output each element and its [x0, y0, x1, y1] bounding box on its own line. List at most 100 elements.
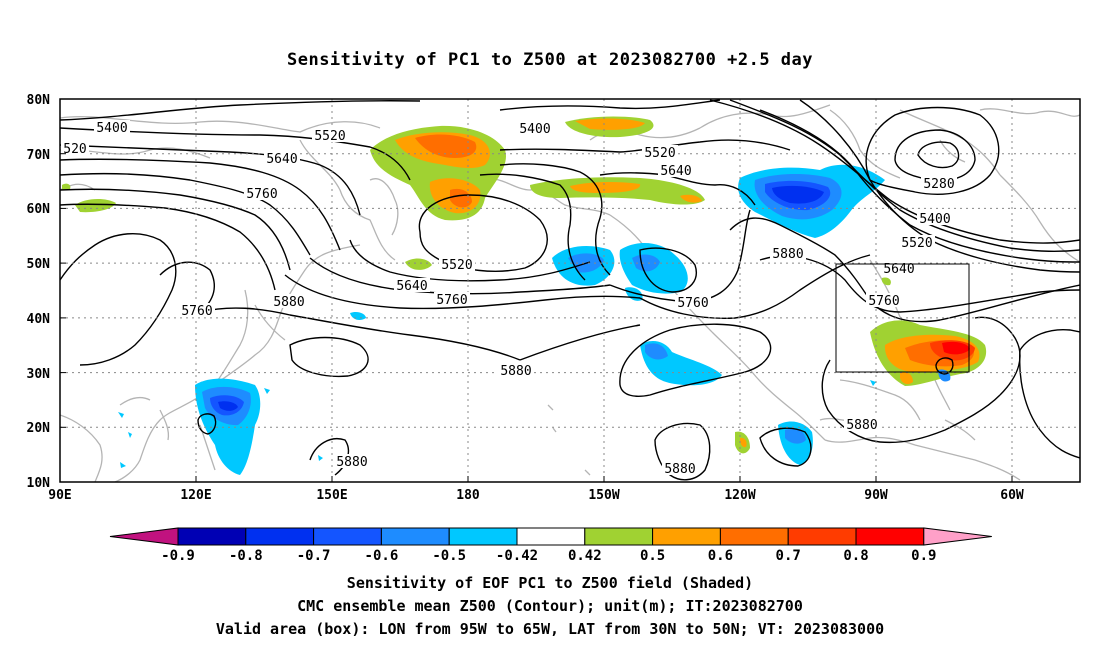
contour-label-bg [498, 363, 534, 377]
colorbar-segment [584, 527, 654, 546]
contour-label: 5880 [664, 462, 695, 477]
contour-label: 5880 [846, 418, 877, 433]
contour-label: 5640 [660, 164, 691, 179]
contour-label: 5520 [314, 129, 345, 144]
colorbar-tick-label: -0.9 [161, 548, 195, 564]
contour-label-bg [921, 176, 957, 190]
contour-label: 5520 [644, 146, 675, 161]
contour-label: 5640 [883, 262, 914, 277]
colorbar-segment [787, 527, 857, 546]
colorbar-segment [719, 527, 789, 546]
axis-ticks [60, 98, 1013, 483]
colorbar-tick-label: -0.7 [297, 548, 331, 564]
contour-label: 5880 [500, 364, 531, 379]
lat-label: 70N [27, 148, 51, 163]
colorbar-segment [313, 527, 382, 546]
colorbar-tick-label: 0.42 [568, 548, 602, 564]
contour-label: 520 [63, 142, 86, 157]
lat-label: 30N [27, 367, 51, 382]
contour-label-bg [434, 292, 470, 306]
contour-label-bg [917, 211, 953, 225]
contour-label-bg [439, 257, 475, 271]
contour-label: 5880 [336, 455, 367, 470]
coastlines [60, 104, 1080, 482]
contour-label-bg [334, 454, 370, 468]
positive-sensitivity-areas [62, 116, 987, 454]
contour-label: 5520 [441, 258, 472, 273]
longitude-labels: 90E 120E 150E 180 150W 120W 90W 60W [48, 488, 1024, 503]
contour-label-bg [658, 163, 694, 177]
contour-label-bg [94, 120, 130, 134]
contour-label-bg [770, 246, 806, 260]
contour-label-bg [179, 303, 215, 317]
contour-label-bg [264, 151, 300, 165]
contour-label: 5640 [266, 152, 297, 167]
colorbar-segment [245, 527, 315, 546]
contour-label: 5760 [181, 304, 212, 319]
lat-label: 10N [27, 476, 51, 491]
colorbar-tick-label: -0.8 [229, 548, 263, 564]
colorbar-tick-label: -0.5 [432, 548, 466, 564]
contour-label: 5760 [868, 294, 899, 309]
colorbar-segment [516, 527, 586, 546]
colorbar-segment [177, 527, 247, 546]
lon-label: 120W [724, 488, 755, 503]
contour-label: 5880 [772, 247, 803, 262]
colorbar-segment [448, 527, 518, 546]
colorbar: -0.9 -0.8 -0.7 -0.6 -0.5 -0.42 0.42 0.5 0.6 0.7 0.… [109, 527, 992, 564]
lat-label: 40N [27, 312, 51, 327]
colorbar-tick-label: 0.6 [708, 548, 733, 564]
lon-label: 150E [316, 488, 347, 503]
lat-label: 50N [27, 257, 51, 272]
contour-label-bg [244, 186, 280, 200]
contour-label-bg [517, 121, 553, 135]
plot-border [59, 98, 1081, 483]
colorbar-tick-label: 0.9 [911, 548, 936, 564]
contour-label: 5760 [246, 187, 277, 202]
map-title: Sensitivity of PC1 to Z500 at 2023082700… [286, 50, 813, 70]
negative-sensitivity-areas [118, 164, 951, 475]
contour-label: 5280 [923, 177, 954, 192]
lon-label: 60W [1000, 488, 1024, 503]
lon-label: 90W [864, 488, 888, 503]
contour-label: 5400 [519, 122, 550, 137]
contour-label: 5640 [396, 279, 427, 294]
contour-label-bg [662, 461, 698, 475]
lon-label: 150W [588, 488, 619, 503]
contour-label-bg [899, 235, 935, 249]
contour-label: 5400 [96, 121, 127, 136]
contour-label-bg [642, 145, 678, 159]
contour-label-bg [61, 141, 89, 155]
colorbar-tick-label: -0.6 [365, 548, 399, 564]
caption-contour: CMC ensemble mean Z500 (Contour); unit(m… [297, 597, 803, 615]
contour-label-bg [675, 295, 711, 309]
lat-label: 60N [27, 202, 51, 217]
contour-label: 5520 [901, 236, 932, 251]
contour-label: 5400 [919, 212, 950, 227]
z500-contours [60, 99, 1080, 481]
contour-label-bg [312, 128, 348, 142]
contour-label-bg [844, 417, 880, 431]
lon-label: 90E [48, 488, 71, 503]
colorbar-tick-label: 0.5 [640, 548, 665, 564]
colorbar-segment [855, 527, 925, 546]
contour-label-bg [394, 278, 430, 292]
colorbar-segment [380, 527, 450, 546]
lat-label: 20N [27, 421, 51, 436]
caption-valid-area: Valid area (box): LON from 95W to 65W, L… [215, 620, 885, 638]
contour-label: 5760 [677, 296, 708, 311]
colorbar-tick-label: 0.8 [843, 548, 868, 564]
contour-label-bg [271, 294, 307, 308]
contour-label: 5880 [273, 295, 304, 310]
colorbar-under-triangle [109, 527, 179, 546]
colorbar-tick-label: 0.7 [776, 548, 801, 564]
colorbar-over-triangle [923, 527, 992, 546]
contour-label-bg [866, 293, 902, 307]
caption-shaded: Sensitivity of EOF PC1 to Z500 field (Sh… [346, 574, 754, 592]
contour-label: 5760 [436, 293, 467, 308]
latitude-labels: 80N 70N 60N 50N 40N 30N 20N 10N [27, 93, 51, 491]
colorbar-tick-label: -0.42 [496, 548, 538, 564]
lon-label: 180 [456, 488, 480, 503]
lon-label: 120E [180, 488, 211, 503]
